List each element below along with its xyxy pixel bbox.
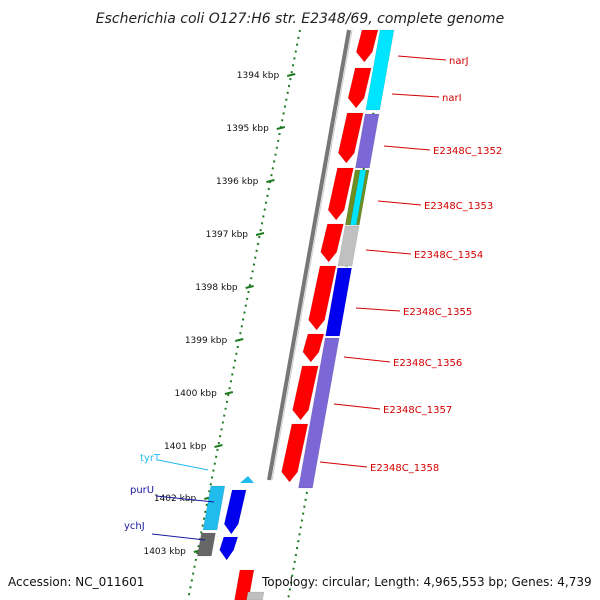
kbp-tick-label: 1396 kbp bbox=[216, 177, 259, 187]
cds-forward-arrow bbox=[347, 67, 372, 109]
gene-callout-line bbox=[383, 145, 431, 151]
gene-label: E2348C_1356 bbox=[393, 358, 462, 369]
kbp-tick bbox=[286, 73, 296, 77]
cds-forward-arrow bbox=[281, 423, 309, 483]
kbp-tick bbox=[266, 179, 275, 183]
genome-backbone bbox=[267, 29, 351, 481]
kbp-tick-label: 1397 kbp bbox=[206, 230, 249, 240]
accession-text: Accession: NC_011601 bbox=[8, 575, 144, 589]
purU-gene bbox=[224, 489, 247, 535]
E2348C_1356-gene bbox=[298, 337, 340, 489]
gene-label: E2348C_1353 bbox=[424, 201, 493, 212]
kbp-tick-label: 1398 kbp bbox=[195, 283, 238, 293]
E2348C_1354-gene bbox=[337, 225, 360, 267]
kbp-tick-label: 1395 kbp bbox=[226, 124, 269, 134]
E2348C_1353-overlap bbox=[349, 169, 367, 226]
gene-callout-line bbox=[343, 356, 391, 363]
cds-forward-arrow bbox=[302, 333, 325, 363]
cds-forward-arrow bbox=[327, 167, 354, 221]
kbp-tick-label: 1402 kbp bbox=[154, 494, 197, 504]
E2348C_1355-gene bbox=[325, 267, 352, 337]
cds-forward-arrow bbox=[308, 265, 337, 331]
bottom-gray-gene bbox=[246, 591, 265, 600]
gene-callout-line bbox=[397, 55, 447, 61]
left-gene-label: tyrT bbox=[140, 453, 161, 464]
map-title: Escherichia coli O127:H6 str. E2348/69, … bbox=[96, 11, 504, 27]
gene-label: narJ bbox=[449, 56, 469, 67]
kbp-tick bbox=[234, 338, 244, 342]
E2348C_1352-gene bbox=[355, 113, 380, 169]
kbp-tick-label: 1394 kbp bbox=[237, 71, 280, 81]
kbp-tick-label: 1403 kbp bbox=[143, 547, 186, 557]
cds-forward-arrow bbox=[356, 29, 379, 63]
kbp-tick bbox=[224, 391, 234, 395]
gene-callout-line bbox=[391, 93, 440, 98]
gene-callout-line bbox=[319, 461, 368, 468]
tyrT-marker bbox=[240, 476, 254, 483]
kbp-tick-label: 1400 kbp bbox=[174, 389, 217, 399]
gene-callout-line bbox=[355, 307, 401, 312]
left-callout-line bbox=[157, 459, 209, 471]
inner-dotted-guide bbox=[187, 29, 301, 600]
topology-text: Topology: circular; Length: 4,965,553 bp… bbox=[261, 575, 592, 589]
cds-forward-arrow bbox=[292, 365, 319, 421]
ychJ-partner-gene bbox=[219, 536, 239, 561]
kbp-tick bbox=[214, 444, 223, 448]
left-callout-line bbox=[151, 533, 206, 541]
gene-label: E2348C_1352 bbox=[433, 146, 502, 157]
gene-features bbox=[197, 29, 395, 600]
cds-forward-arrow bbox=[320, 223, 344, 263]
left-gene-label: purU bbox=[130, 485, 154, 496]
gene-callout-line bbox=[365, 249, 412, 255]
gene-labels: narJ narI E2348C_1352 E2348C_1353 E2348C_135… bbox=[124, 55, 502, 541]
gene-label: E2348C_1354 bbox=[414, 250, 483, 261]
left-callout-line bbox=[155, 495, 215, 503]
gene-label: narI bbox=[442, 93, 462, 104]
kbp-tick bbox=[255, 232, 265, 236]
gene-label: E2348C_1358 bbox=[370, 463, 439, 474]
kbp-tick-label: 1399 kbp bbox=[185, 336, 228, 346]
genome-backbone-highlight bbox=[271, 29, 353, 481]
cds-forward-arrow bbox=[338, 112, 364, 164]
kbp-tick bbox=[276, 126, 286, 130]
gene-label: E2348C_1355 bbox=[403, 307, 472, 318]
gene-callout-line bbox=[377, 200, 422, 206]
kbp-tick bbox=[245, 285, 254, 289]
ychJ-gene bbox=[197, 532, 216, 557]
gene-callout-line bbox=[333, 403, 381, 410]
gene-label: E2348C_1357 bbox=[383, 405, 452, 416]
left-gene-label: ychJ bbox=[124, 521, 145, 532]
tyrT-gene bbox=[202, 485, 226, 531]
narI-gene bbox=[365, 29, 395, 111]
kbp-tick-label: 1401 kbp bbox=[164, 442, 207, 452]
